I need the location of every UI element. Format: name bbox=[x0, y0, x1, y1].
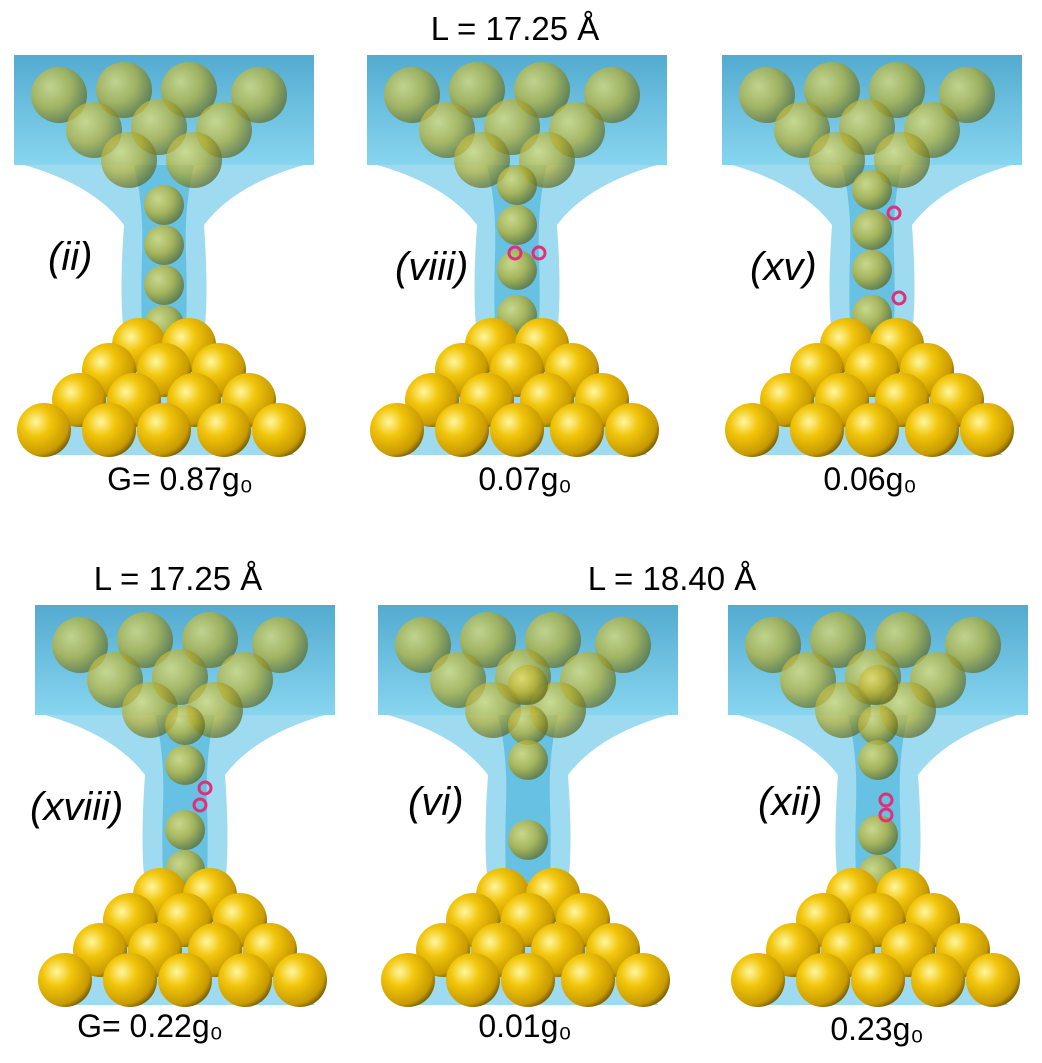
panel-label: (xii) bbox=[758, 780, 822, 824]
atom-chain bbox=[144, 225, 184, 265]
atom-chain bbox=[508, 665, 548, 705]
atom-base bbox=[960, 403, 1014, 457]
atom-base bbox=[273, 953, 327, 1007]
atom-chain bbox=[508, 705, 548, 745]
conductance: 0.23g₀ bbox=[830, 1011, 923, 1047]
atom-base bbox=[370, 403, 424, 457]
atom-base bbox=[103, 953, 157, 1007]
atom-chain bbox=[497, 205, 537, 245]
atom-chain bbox=[508, 820, 548, 860]
atom-base bbox=[435, 403, 489, 457]
atom-base bbox=[158, 953, 212, 1007]
atom-chain bbox=[497, 165, 537, 205]
atom-chain bbox=[858, 815, 898, 855]
atom-base bbox=[501, 953, 555, 1007]
header: L = 17.25 Å bbox=[94, 560, 263, 597]
atom-base bbox=[17, 403, 71, 457]
atom-base bbox=[82, 403, 136, 457]
panel-label: (xviii) bbox=[30, 785, 123, 829]
figure: L = 17.25 Å L = 17.25 Å L = 18.40 Å (ii)… bbox=[0, 0, 1042, 1063]
atom-base bbox=[966, 953, 1020, 1007]
atom-chain bbox=[852, 250, 892, 290]
atom-base bbox=[137, 403, 191, 457]
panel-label: (viii) bbox=[395, 245, 468, 289]
conductance: 0.01g₀ bbox=[478, 1008, 571, 1044]
panel-label: (vi) bbox=[408, 780, 464, 824]
atom-base bbox=[490, 403, 544, 457]
atom-base bbox=[845, 403, 899, 457]
atom-base bbox=[796, 953, 850, 1007]
atom-chain bbox=[858, 665, 898, 705]
atom-base bbox=[851, 953, 905, 1007]
header: L = 17.25 Å bbox=[431, 10, 600, 47]
atom-chain bbox=[508, 740, 548, 780]
atom-base bbox=[561, 953, 615, 1007]
atom-chain bbox=[144, 265, 184, 305]
conductance: G= 0.87g₀ bbox=[107, 461, 253, 497]
atom-chain bbox=[165, 810, 205, 850]
atom-chain bbox=[858, 705, 898, 745]
atom-base bbox=[197, 403, 251, 457]
atom-base bbox=[905, 403, 959, 457]
atom-chain bbox=[858, 740, 898, 780]
conductance: G= 0.22g₀ bbox=[77, 1008, 223, 1044]
atom-base bbox=[252, 403, 306, 457]
atom-chain bbox=[497, 250, 537, 290]
atom-base bbox=[38, 953, 92, 1007]
conductance: 0.06g₀ bbox=[823, 461, 916, 497]
panel-label: (ii) bbox=[48, 235, 92, 279]
atom-base bbox=[911, 953, 965, 1007]
atom-top bbox=[101, 132, 157, 188]
atom-base bbox=[550, 403, 604, 457]
atom-base bbox=[731, 953, 785, 1007]
atom-chain bbox=[852, 210, 892, 250]
atom-base bbox=[446, 953, 500, 1007]
atom-base bbox=[605, 403, 659, 457]
atom-base bbox=[790, 403, 844, 457]
atom-chain bbox=[165, 745, 205, 785]
atom-base bbox=[218, 953, 272, 1007]
atom-chain bbox=[165, 705, 205, 745]
atom-chain bbox=[852, 170, 892, 210]
atom-base bbox=[725, 403, 779, 457]
conductance: 0.07g₀ bbox=[478, 461, 571, 497]
panel-label: (xv) bbox=[750, 245, 817, 289]
atom-base bbox=[616, 953, 670, 1007]
atom-top bbox=[166, 132, 222, 188]
header: L = 18.40 Å bbox=[588, 560, 757, 597]
atom-base bbox=[381, 953, 435, 1007]
atom-chain bbox=[144, 185, 184, 225]
